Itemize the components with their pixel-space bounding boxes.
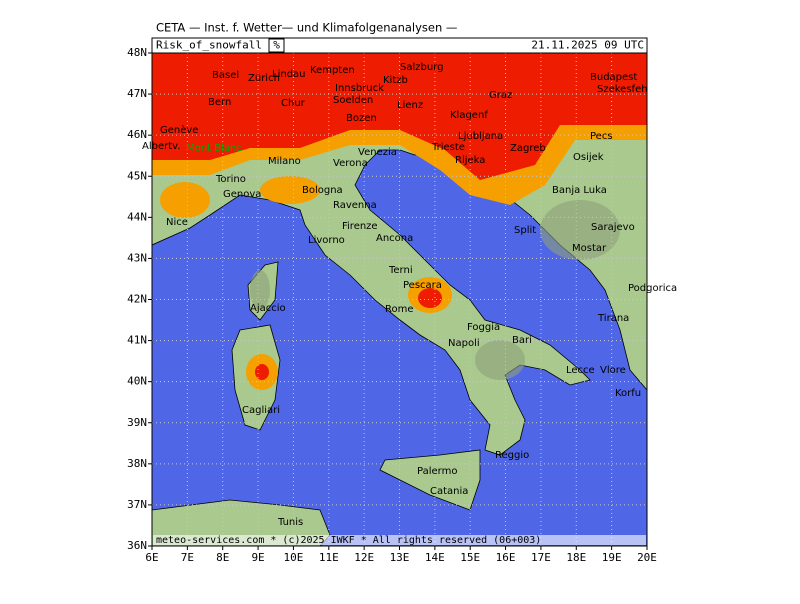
city: Zagreb [510,143,546,154]
lat-label: 47N [127,87,147,100]
unit-box [268,38,285,53]
city: Bologna [302,185,343,196]
city: Kitzb [383,75,408,86]
city-labels: Basel Zürich Lindau Kempten Salzburg Kit… [142,62,677,528]
city: Basel [212,70,239,81]
city: Albertv. [142,141,180,152]
city: Innsbruck [335,83,384,94]
lon-label: 14E [425,551,445,564]
city: Trieste [431,142,465,153]
city: Genève [160,124,198,136]
lon-label: 9E [251,551,264,564]
city: Livorno [308,235,345,246]
city: Napoli [448,338,480,349]
city: Rome [385,304,414,315]
city: Ajaccio [250,303,286,314]
lon-label: 20E [637,551,657,564]
lon-label: 12E [354,551,374,564]
lat-label: 48N [127,46,147,59]
lat-label: 46N [127,128,147,141]
title: Risk_of_snowfall [156,39,262,52]
city: Firenze [342,221,378,232]
lon-label: 16E [496,551,516,564]
lon-label: 15E [460,551,480,564]
map-area [152,53,647,546]
axis-labels: 48N 47N 46N 45N 44N 43N 42N 41N 40N 39N 38N 37N 36N6… [127,46,657,564]
city: Bozen [346,113,377,124]
lon-label: 17E [531,551,551,564]
lat-label: 44N [127,210,147,223]
city: Verona [333,158,368,169]
city: Korfu [615,388,641,399]
city: Osijek [573,152,604,163]
city: Genova [223,189,261,200]
city: Mostar [572,243,607,254]
city: Catania [430,486,468,497]
lon-label: 19E [602,551,622,564]
lon-label: 6E [145,551,158,564]
city: Cagliari [242,405,280,416]
lat-label: 39N [127,416,147,429]
lat-label: 40N [127,375,147,388]
city: Reggio [495,450,529,461]
city: Milano [268,156,301,167]
city: Mont Blanc [186,143,242,154]
city: Terni [388,265,413,276]
city: Ljubljana [458,131,503,142]
lat-label: 38N [127,457,147,470]
city: Lindau [272,69,306,80]
city: Ravenna [333,200,377,211]
city: Torino [215,174,246,185]
city: Foggia [467,322,500,333]
city: Kempten [310,65,355,76]
city: Vlore [600,365,626,376]
header: CETA — Inst. f. Wetter— und Klimafolgena… [156,21,457,35]
city: Soelden [333,95,373,106]
lon-label: 18E [566,551,586,564]
city: Zürich [248,73,280,84]
city: Banja Luka [552,185,607,196]
city: Chur [281,98,306,109]
lon-label: 7E [181,551,194,564]
lat-label: 43N [127,251,147,264]
city: Salzburg [400,62,443,73]
city: Bern [208,97,231,108]
city: Lienz [397,100,423,111]
footer-bg [153,535,646,545]
city: Palermo [417,466,457,477]
lon-label: 13E [390,551,410,564]
city: Podgorica [628,283,677,294]
footer: meteo-services.com * (c)2025 IWKF * All … [156,535,541,546]
city: Nice [166,217,188,228]
lat-label: 36N [127,539,147,552]
city: Klagenf [450,110,488,121]
graticule [152,53,647,546]
city: Pecs [590,131,613,142]
city: Szekesfeh [597,84,648,95]
city: Tunis [277,517,303,528]
city: Graz [489,90,512,101]
lat-label: 37N [127,498,147,511]
lat-label: 45N [127,169,147,182]
lon-label: 10E [283,551,303,564]
lat-label: 42N [127,293,147,306]
unit: % [273,39,280,52]
date: 21.11.2025 09 UTC [531,39,644,52]
city: Bari [512,335,532,346]
city: Lecce [566,365,595,376]
city: Pescara [403,280,442,291]
city: Ancona [376,233,413,244]
lat-label: 41N [127,334,147,347]
city: Rijeka [455,155,485,166]
lon-label: 11E [319,551,339,564]
city: Budapest [590,72,637,83]
city: Split [514,225,536,236]
city: Tirana [597,313,629,324]
city: Venezia [358,147,397,158]
city: Sarajevo [591,222,635,233]
lon-label: 8E [216,551,229,564]
